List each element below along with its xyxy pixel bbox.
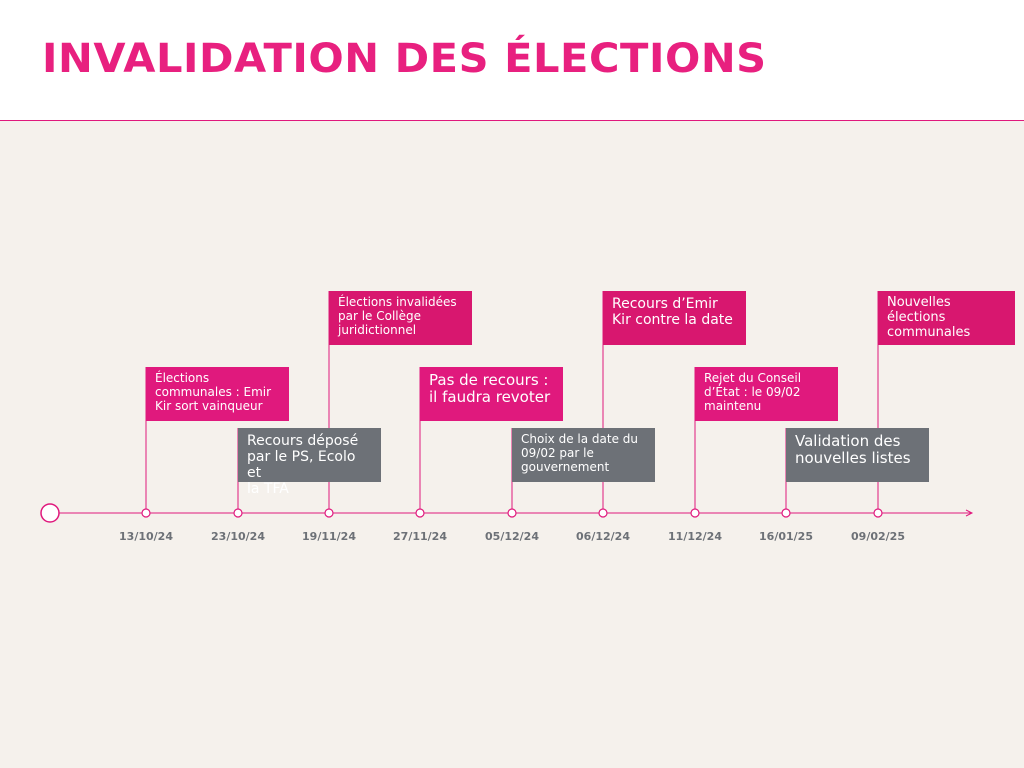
point: [781, 508, 791, 518]
date: 27/11/24: [393, 530, 447, 543]
event-line: par le PS, Ecolo et: [247, 449, 356, 482]
event-line: communales: [887, 324, 971, 340]
event-box: Nouvelles élections communales: [878, 291, 1015, 345]
event-line: Kir sort vainqueur: [155, 398, 263, 413]
event-line: Pas de recours :: [429, 371, 549, 389]
date: 16/01/25: [759, 530, 813, 543]
event-box: Élections invalidées par le Collège juridi…: [329, 291, 472, 345]
date: 06/12/24: [576, 530, 630, 543]
point: [324, 508, 334, 518]
point: [690, 508, 700, 518]
event-box: Recours déposé par le PS, Ecolo et la TFA: [238, 428, 381, 497]
event-line: Élections: [155, 371, 210, 385]
event-line: nouvelles listes: [795, 449, 911, 468]
event-line: élections: [887, 309, 946, 325]
point: [598, 508, 608, 518]
event-box: Pas de recours : il faudra revoter: [420, 367, 563, 421]
header: INVALIDATION DES ÉLECTIONS: [0, 0, 1024, 121]
point: [507, 508, 517, 518]
event-line: gouvernement: [521, 459, 610, 474]
date: 19/11/24: [302, 530, 356, 543]
event-line: la TFA: [247, 481, 289, 498]
event-box: Recours d’Emir Kir contre la date: [603, 291, 746, 345]
event-line: par le Collège: [338, 308, 422, 323]
event-line: Validation des: [795, 432, 901, 450]
event-line: Élections invalidées: [338, 295, 457, 309]
date: 11/12/24: [668, 530, 722, 543]
event-box: Choix de la date du 09/02 par le gouvernem…: [512, 428, 655, 482]
date: 09/02/25: [851, 530, 905, 543]
event-line: maintenu: [704, 398, 762, 413]
event-box: Élections communales : Emir Kir sort vainq…: [146, 367, 289, 421]
event-box: Validation des nouvelles listes: [786, 428, 929, 482]
event-line: Recours déposé: [247, 433, 359, 449]
event-line: Rejet du Conseil: [704, 371, 802, 385]
event-line: il faudra revoter: [429, 388, 551, 407]
point: [233, 508, 243, 518]
start: [40, 503, 60, 523]
event-line: Recours d’Emir: [612, 296, 718, 312]
date: 13/10/24: [119, 530, 173, 543]
event-line: Choix de la date du: [521, 432, 638, 446]
point: [141, 508, 151, 518]
arrow: [965, 509, 974, 517]
event-line: juridictionnel: [338, 322, 417, 337]
event-line: Kir contre la date: [612, 312, 733, 329]
event-line: d’État : le 09/02: [704, 384, 801, 399]
event-line: Nouvelles: [887, 295, 951, 310]
date: 23/10/24: [211, 530, 265, 543]
event-line: 09/02 par le: [521, 445, 594, 460]
point: [415, 508, 425, 518]
event-box: Rejet du Conseil d’État : le 09/02 mainten…: [695, 367, 838, 421]
point: [873, 508, 883, 518]
event-line: communales : Emir: [155, 384, 272, 399]
title: INVALIDATION DES ÉLECTIONS: [42, 36, 767, 82]
date: 05/12/24: [485, 530, 539, 543]
